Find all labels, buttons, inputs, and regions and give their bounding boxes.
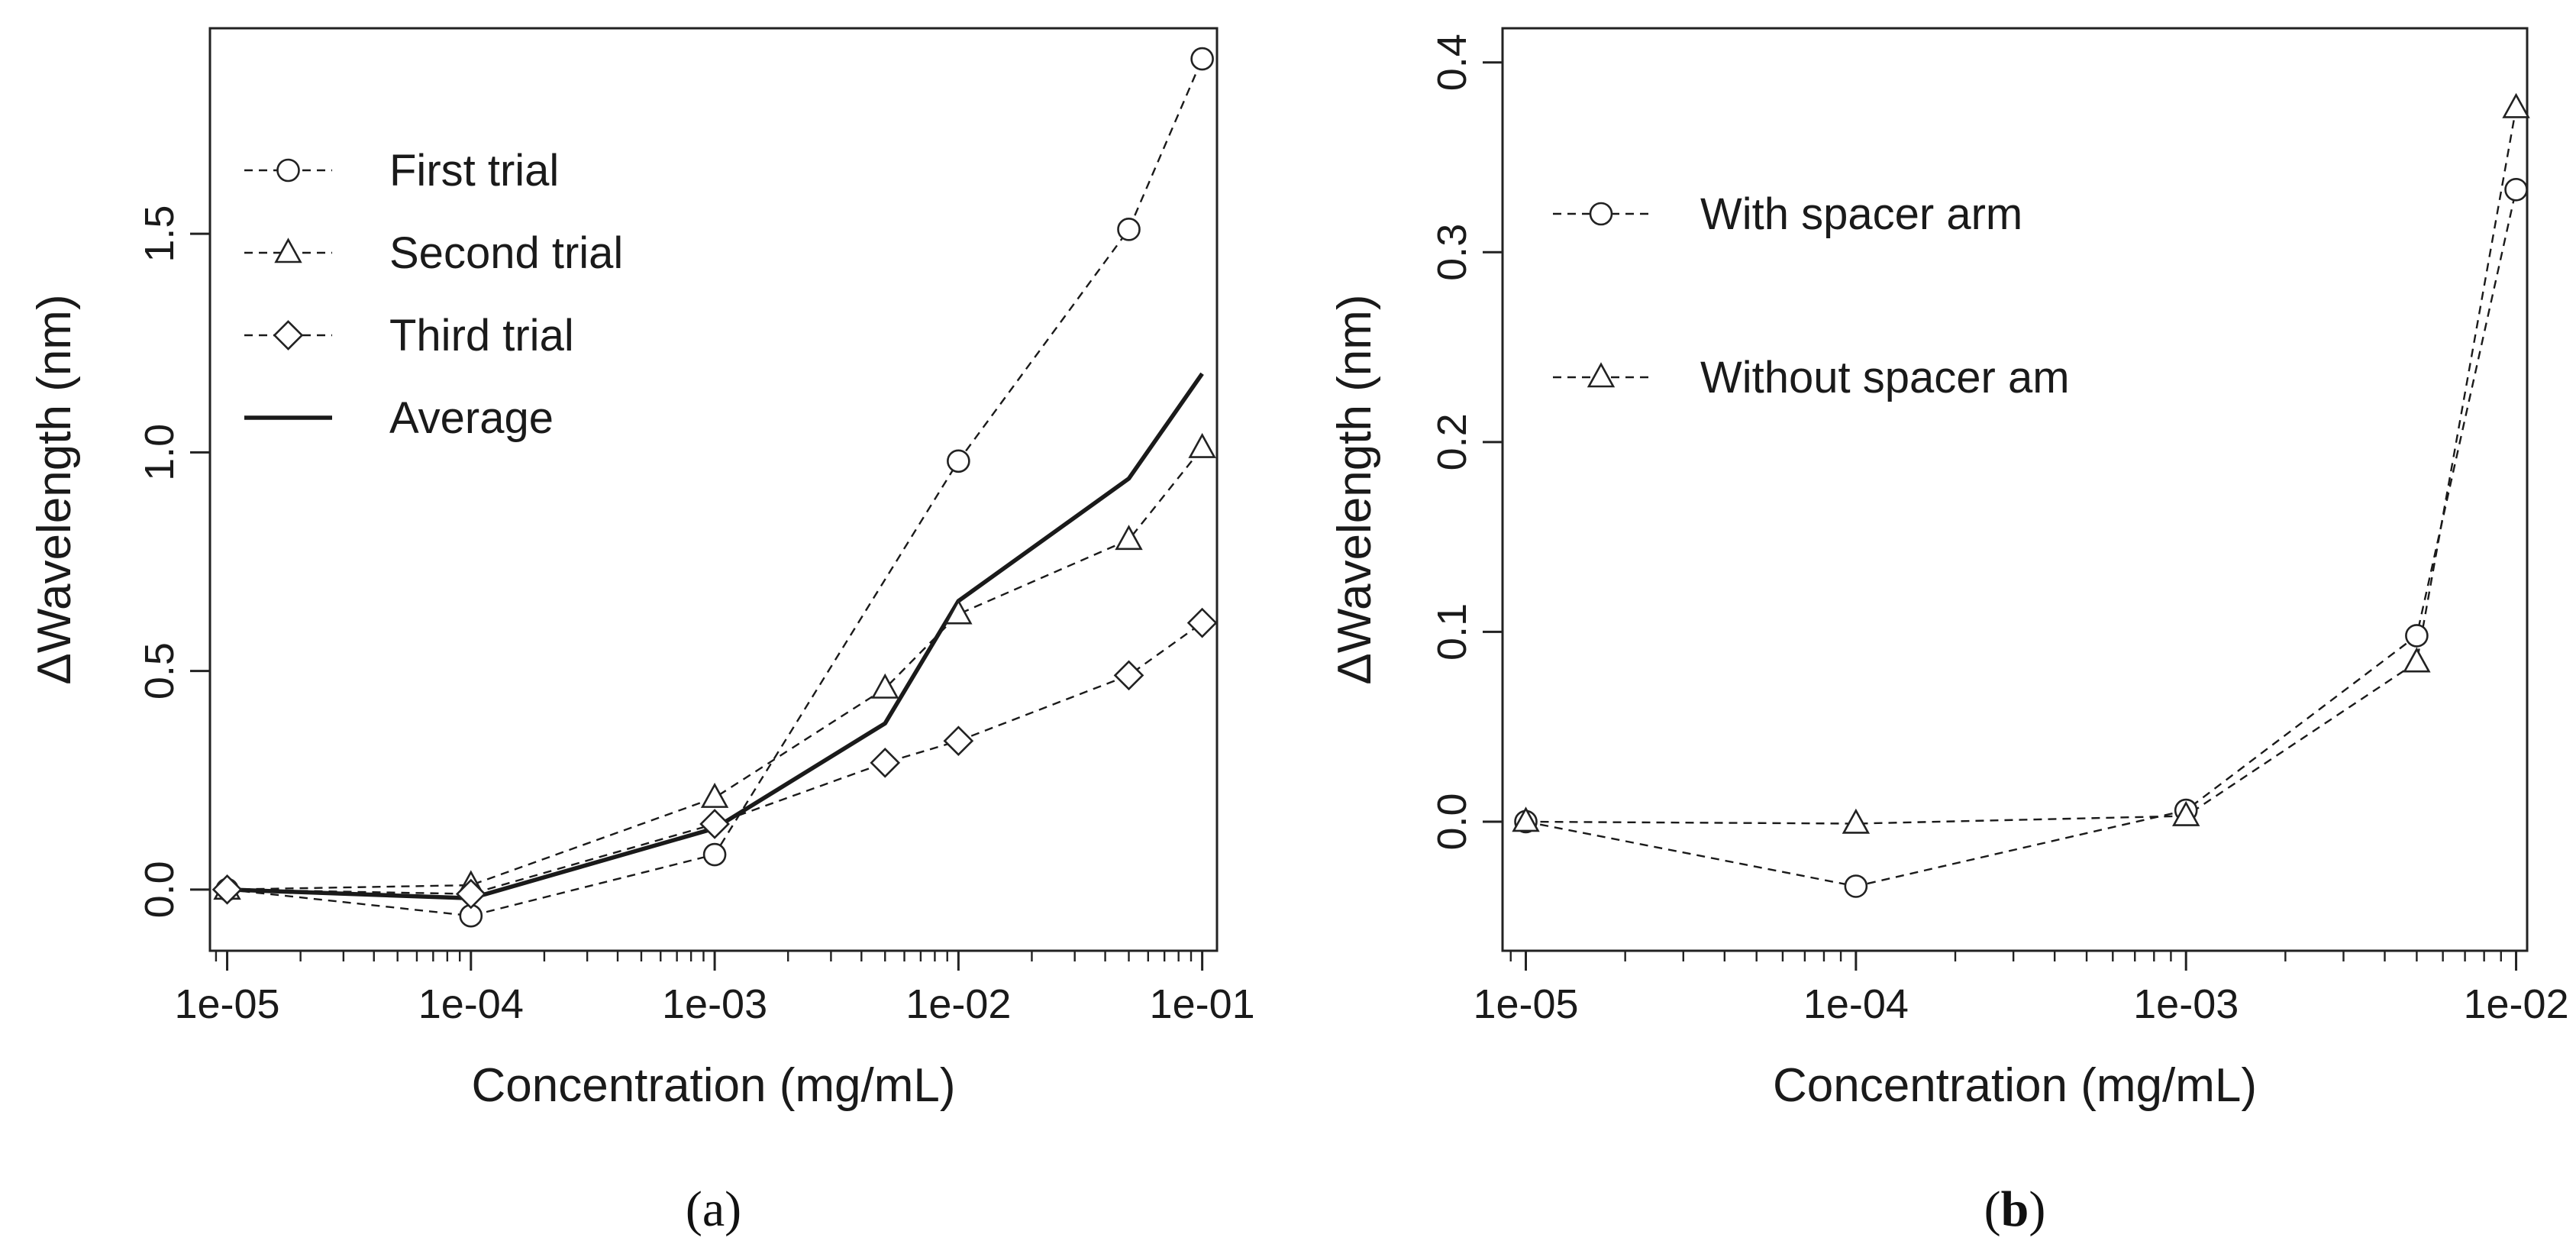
panel-b-legend-marker-without-spacer-am <box>1587 362 1616 388</box>
panel-a-data-point-first-trial <box>702 842 727 867</box>
panel-b-y-tick-label: 0.3 <box>1429 224 1475 281</box>
panel-b-legend-marker-with-spacer-arm <box>1589 202 1613 226</box>
panel-b-y-tick-label: 0.2 <box>1429 413 1475 470</box>
panel-a-legend-label-average: Average <box>389 393 554 443</box>
panel-b-data-point-without-spacer-am <box>2502 92 2530 118</box>
panel-a-data-point-second-trial <box>700 782 729 808</box>
panel-a-chart: 1e-05 1e-04 1e-03 1e-02 1e-01 0.0 0.5 1.0 1.5 Con… <box>28 27 1255 1237</box>
panel-b-y-axis-label: ΔWavelength (nm) <box>1328 294 1381 684</box>
panel-a-y-tick-label: 1.0 <box>137 424 182 481</box>
panel-a-data-point-first-trial <box>1117 218 1141 241</box>
panel-a-series-line-first-trial <box>227 58 1203 917</box>
panel-a-data-point-second-trial <box>1188 432 1216 458</box>
panel-a-legend-marker-first-trial <box>276 158 300 183</box>
panel-a-data-point-third-trial <box>943 725 974 757</box>
panel-b-panel-label: (b) <box>1984 1181 2046 1237</box>
panel-a-y-axis-label: ΔWavelength (nm) <box>28 294 81 684</box>
panel-b-data-point-without-spacer-am <box>1842 808 1871 834</box>
panel-a-legend-label-first-trial: First trial <box>389 146 559 195</box>
panel-b-data-point-with-spacer-arm <box>1844 874 1868 898</box>
panel-a-data-point-third-trial <box>211 874 243 905</box>
panel-b-data-point-with-spacer-arm <box>2405 624 2429 648</box>
panel-a-y-tick-label: 1.5 <box>137 205 182 263</box>
panel-a-y-tick-label: 0.0 <box>137 861 182 918</box>
panel-a-x-tick-label: 1e-02 <box>905 981 1011 1027</box>
panel-a-data-point-third-trial <box>1113 660 1144 691</box>
panel-b-data-point-with-spacer-arm <box>2504 177 2528 202</box>
panel-a-x-tick-label: 1e-01 <box>1150 981 1255 1027</box>
panel-a-data-point-third-trial <box>699 809 730 839</box>
panel-b-y-tick-label: 0.0 <box>1429 793 1475 850</box>
panel-a-legend-label-second-trial: Second trial <box>389 228 623 278</box>
panel-a-legend-label-third-trial: Third trial <box>389 311 574 360</box>
panel-b-y-tick-label: 0.4 <box>1429 34 1475 91</box>
panel-a-data-point-second-trial <box>1115 525 1143 551</box>
panel-b-data-point-without-spacer-am <box>1512 806 1540 832</box>
panel-a-legend-marker-third-trial <box>273 320 304 351</box>
panel-b-plot-frame <box>1501 27 2529 952</box>
panel-b-y-tick-label: 0.1 <box>1429 603 1475 661</box>
panel-a-x-tick-label: 1e-05 <box>174 981 279 1027</box>
panel-b-series-line-with-spacer-arm <box>1525 189 2517 887</box>
panel-b-data-point-without-spacer-am <box>2172 800 2200 826</box>
panel-a-y-tick-label: 0.5 <box>137 642 182 700</box>
panel-a-x-axis-label: Concentration (mg/mL) <box>471 1059 955 1112</box>
panel-a-data-point-third-trial <box>1186 607 1218 638</box>
panel-a-data-point-second-trial <box>871 673 899 699</box>
panel-a-plot-frame <box>208 27 1219 952</box>
panel-a-x-tick-label: 1e-03 <box>662 981 767 1027</box>
panel-a-data-point-third-trial <box>870 747 901 778</box>
panel-a-data-point-first-trial <box>947 449 970 473</box>
panel-b-x-tick-label: 1e-02 <box>2463 981 2568 1027</box>
panel-b-legend-label-without-spacer-am: Without spacer am <box>1700 353 2070 402</box>
panel-a-x-tick-label: 1e-04 <box>418 981 524 1027</box>
panel-a-panel-label: (a) <box>686 1181 741 1237</box>
panel-a-data-point-first-trial <box>1190 47 1214 71</box>
panel-b-x-tick-label: 1e-05 <box>1473 981 1578 1027</box>
panel-b-data-point-without-spacer-am <box>2403 647 2431 673</box>
panel-a-legend-marker-second-trial <box>274 238 302 263</box>
panel-b-legend-label-with-spacer-arm: With spacer arm <box>1700 189 2022 239</box>
panel-b-x-tick-label: 1e-04 <box>1803 981 1909 1027</box>
panel-a-data-point-second-trial <box>944 599 973 625</box>
panel-b-x-tick-label: 1e-03 <box>2133 981 2239 1027</box>
panel-a-data-point-third-trial <box>455 878 486 910</box>
panel-b-x-axis-label: Concentration (mg/mL) <box>1773 1059 2257 1112</box>
panel-b-chart: 1e-05 1e-04 1e-03 1e-02 0.0 0.1 0.2 0.3 0.4 Conce… <box>1328 27 2569 1237</box>
